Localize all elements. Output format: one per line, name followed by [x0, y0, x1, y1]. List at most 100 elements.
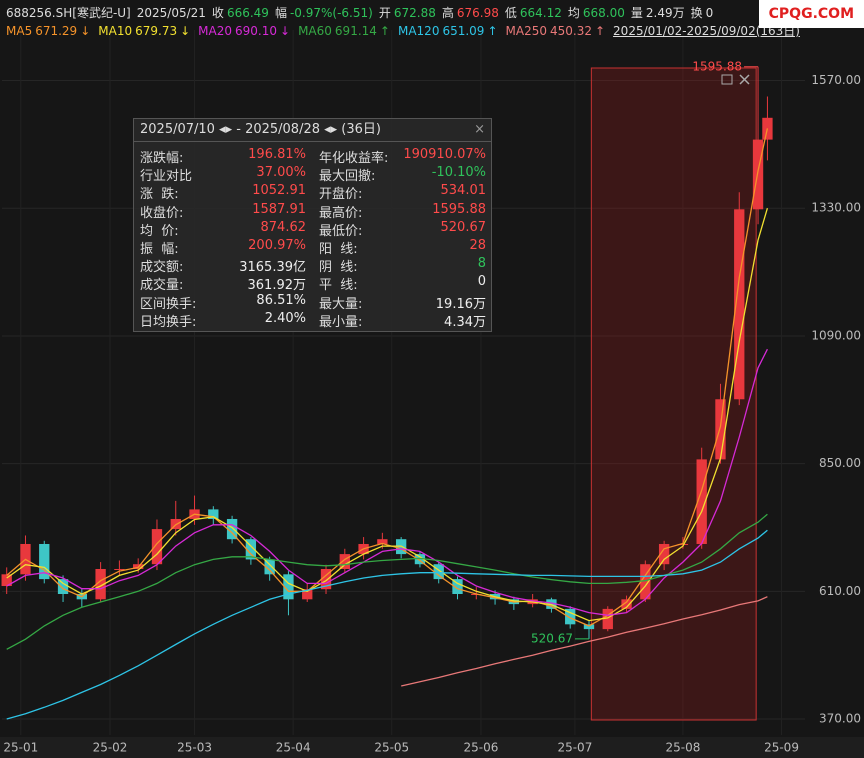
stat-label: 行业对比 — [140, 169, 193, 185]
candle-body — [1, 574, 12, 587]
annotation: 520.67 — [531, 631, 573, 645]
field-label: 收 — [211, 6, 224, 20]
field-value: 2.49万 — [645, 6, 685, 20]
stat-label: 区间换手: — [140, 296, 197, 312]
y-tick-label: 610.00 — [819, 584, 861, 598]
stat-label: 成交额: — [140, 260, 184, 276]
field-value: 0 — [705, 6, 714, 20]
ma-line — [6, 348, 768, 616]
field-label: 均 — [567, 6, 580, 20]
candle-body — [658, 543, 670, 565]
candle-body — [715, 399, 726, 460]
field-value: 664.12 — [519, 6, 562, 20]
panel-title: 2025/07/10 ◂▸ - 2025/08/28 ◂▸ (36日) — [140, 122, 381, 137]
candle-body — [226, 518, 238, 540]
ma-line — [6, 208, 769, 622]
stat-value: 2.40% — [264, 310, 306, 326]
legend-arrow: ↓ — [280, 24, 291, 38]
icon-close — [739, 74, 750, 85]
ma-line — [6, 529, 768, 720]
quote-date: 2025/05/21 — [136, 6, 206, 20]
stat-label: 最小量: — [319, 314, 363, 330]
candle-body — [245, 539, 257, 560]
field-label: 高 — [441, 6, 454, 20]
stat-value: 3165.39亿 — [239, 260, 306, 276]
legend-name: MA250 — [505, 24, 547, 38]
candle-body — [377, 539, 388, 544]
legend-value: 691.14 — [334, 24, 377, 38]
quote-bar: 688256.SH[寒武纪-U] 2025/05/21 收 666.49 幅 -0.97%… — [6, 4, 719, 21]
symbol: 688256.SH[寒武纪-U] — [6, 6, 131, 20]
close-button[interactable]: × — [474, 122, 485, 137]
stat-label: 涨 跌: — [140, 187, 179, 203]
legend-arrow: ↓ — [180, 24, 191, 38]
field-label: 开 — [378, 6, 391, 20]
stat-value: 8 — [477, 256, 486, 272]
legend-value: 671.29 — [35, 24, 78, 38]
y-tick-label: 370.00 — [819, 712, 861, 726]
x-tick-label: 25-03 — [177, 741, 212, 755]
stat-value: 874.62 — [260, 219, 307, 235]
legend-arrow: ↑ — [594, 24, 606, 38]
stat-value: 1587.91 — [252, 201, 306, 217]
candle-body — [696, 459, 707, 544]
stat-value: 196.81% — [248, 147, 306, 162]
legend-name: MA20 — [198, 24, 233, 38]
field-value: -0.97%(-6.51) — [289, 6, 373, 20]
legend-value: 690.10 — [235, 24, 278, 38]
stat-label: 阴 线: — [319, 260, 358, 276]
candle-body — [151, 529, 163, 565]
candle-body — [677, 543, 689, 545]
stat-label: 最低价: — [319, 223, 363, 239]
x-tick-label: 25-07 — [557, 741, 592, 755]
x-tick-label: 25-04 — [276, 741, 311, 755]
candle-body — [414, 554, 426, 565]
stat-value: 28 — [469, 238, 486, 253]
candle-body — [621, 599, 632, 609]
legend-arrow: ↑ — [379, 24, 390, 38]
stat-label: 年化收益率: — [319, 151, 389, 166]
stat-label: 开盘价: — [319, 187, 363, 203]
stat-label: 振 幅: — [140, 242, 179, 257]
stat-value: 19.16万 — [435, 296, 486, 312]
stat-value: 1595.88 — [432, 201, 486, 217]
y-tick-label: 1090.00 — [811, 328, 861, 342]
stat-label: 成交量: — [140, 278, 184, 294]
candle-body — [565, 608, 576, 625]
legend-name: MA120 — [397, 24, 440, 38]
stat-label: 涨跌幅: — [140, 151, 184, 166]
candle-body — [114, 568, 125, 570]
stat-value: 190910.07% — [403, 147, 486, 162]
y-tick-label: 1570.00 — [811, 73, 861, 87]
stat-value: 4.34万 — [444, 314, 486, 330]
candle-body — [57, 579, 69, 594]
field-value: 676.98 — [456, 6, 499, 20]
field-label: 量 — [630, 6, 643, 20]
candle-body — [283, 574, 294, 600]
candle-body — [734, 209, 745, 400]
x-tick-label: 25-09 — [764, 741, 799, 755]
x-tick-label: 25-02 — [93, 741, 128, 755]
field-label: 低 — [504, 6, 517, 20]
field-label: 换 — [690, 6, 703, 20]
stat-label: 最大回撤: — [319, 169, 376, 185]
stat-value: 361.92万 — [247, 278, 307, 294]
legend-name: MA60 — [298, 24, 332, 38]
ma-line — [401, 596, 768, 687]
stat-label: 阳 线: — [319, 242, 358, 257]
range: 2025/01/02-2025/09/02(163日) — [613, 24, 800, 38]
candle-body — [339, 554, 350, 569]
x-tick-label: 25-06 — [464, 741, 499, 755]
ma-legend: MA5 671.29 ↓ MA10 679.73 ↓ MA20 690.10 ↓ MA60 691.… — [6, 22, 806, 39]
annotation: 1595.88 — [692, 59, 742, 73]
candle-body — [39, 543, 50, 580]
y-tick-label: 1330.00 — [811, 201, 861, 215]
legend-name: MA10 — [98, 24, 133, 38]
field-value: 666.49 — [226, 6, 269, 20]
stat-value: 1052.91 — [252, 183, 306, 199]
stat-value: -10.10% — [431, 165, 486, 181]
legend-value: 679.73 — [135, 24, 178, 38]
stat-value: 520.67 — [440, 219, 487, 235]
legend-name: MA5 — [6, 24, 33, 38]
